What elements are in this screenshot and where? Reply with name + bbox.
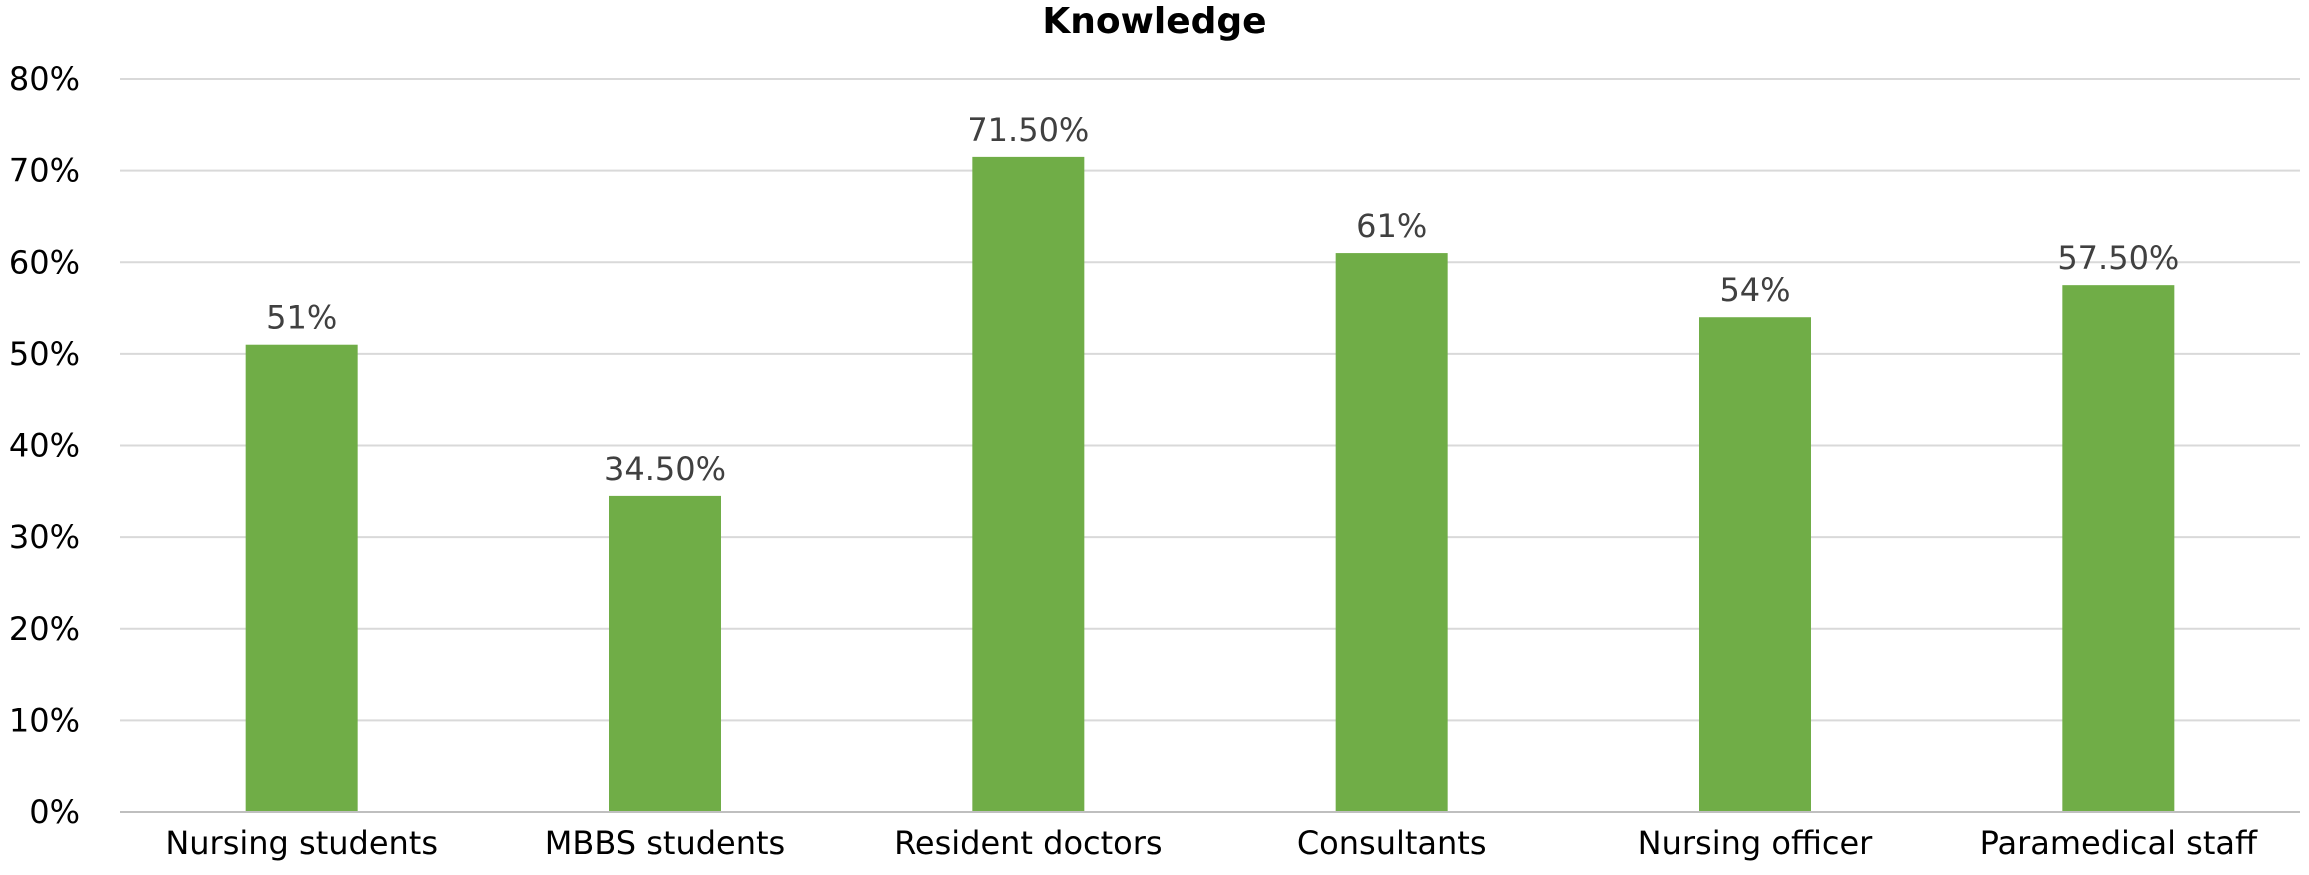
y-tick-label: 80%	[9, 60, 80, 98]
bar	[609, 495, 721, 812]
data-label: 51%	[266, 299, 337, 337]
bar	[1699, 317, 1811, 812]
x-category-label: Nursing students	[165, 824, 438, 862]
x-category-label: Consultants	[1297, 824, 1487, 862]
bar	[245, 344, 358, 812]
bars	[245, 156, 2175, 813]
chart-title: Knowledge	[1042, 1, 1267, 42]
y-tick-label: 30%	[9, 518, 80, 556]
x-axis-category-labels: Nursing students MBBS students Resident do…	[165, 824, 2258, 862]
data-labels: 51% 34.50% 71.50% 61% 54% 57.50%	[266, 111, 2179, 488]
x-category-label: Resident doctors	[894, 824, 1162, 862]
y-tick-label: 0%	[29, 793, 80, 831]
data-label: 54%	[1719, 271, 1790, 309]
data-label: 34.50%	[604, 450, 726, 488]
y-axis-tick-labels: 0% 10% 20% 30% 40% 50% 60% 70% 80%	[9, 60, 80, 831]
bar	[2062, 285, 2175, 812]
data-label: 61%	[1356, 207, 1427, 245]
x-category-label: Nursing officer	[1638, 824, 1874, 862]
bar	[1335, 253, 1448, 812]
bar	[972, 156, 1085, 813]
data-label: 57.50%	[2057, 239, 2179, 277]
x-category-label: MBBS students	[545, 824, 785, 862]
data-label: 71.50%	[967, 111, 1089, 149]
y-tick-label: 20%	[9, 610, 80, 648]
y-tick-label: 50%	[9, 335, 80, 373]
y-tick-label: 70%	[9, 152, 80, 190]
gridlines	[120, 78, 2300, 722]
y-tick-label: 60%	[9, 243, 80, 281]
y-tick-label: 40%	[9, 427, 80, 465]
x-category-label: Paramedical staff	[1980, 824, 2258, 862]
y-tick-label: 10%	[9, 701, 80, 739]
